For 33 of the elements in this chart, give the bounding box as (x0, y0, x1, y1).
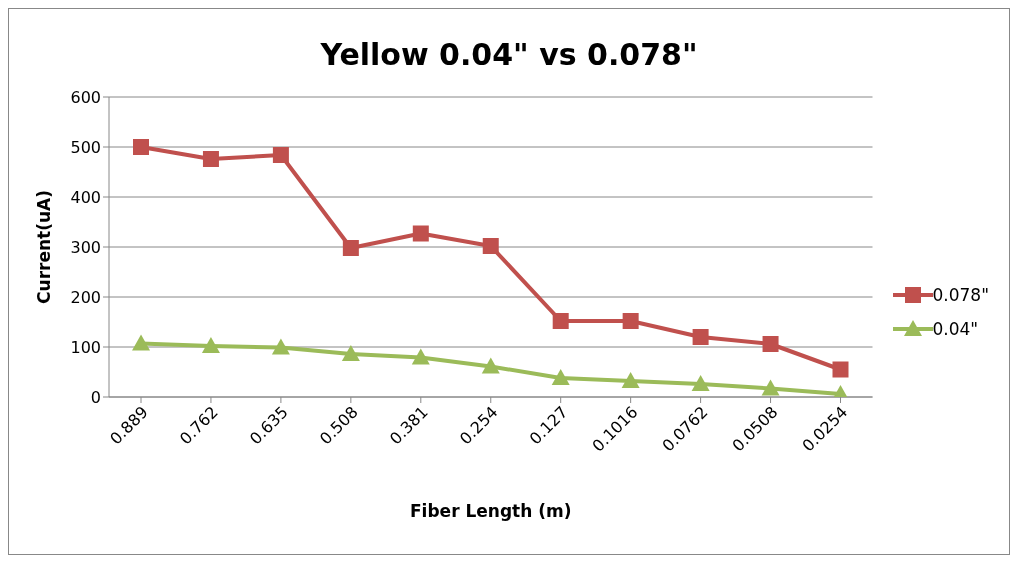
point (411, 348, 430, 365)
point (622, 313, 639, 329)
chart-title: Yellow 0.04" vs 0.078" (319, 37, 699, 74)
y-tick-label: 300 (70, 237, 101, 257)
y-tick-label: 500 (70, 137, 101, 157)
point (202, 151, 219, 167)
y-tick-label: 0 (90, 387, 101, 407)
y-tick-label: 100 (70, 337, 101, 357)
y-tick-label: 200 (70, 287, 101, 307)
point (481, 357, 500, 374)
point (692, 329, 709, 345)
point (133, 139, 149, 155)
point (412, 225, 429, 242)
point (832, 361, 849, 378)
legend-label: 0.078" (932, 285, 989, 305)
y-tick-label: 600 (70, 87, 101, 107)
point (552, 313, 569, 329)
point (761, 379, 780, 396)
point (271, 338, 290, 355)
point (482, 238, 499, 254)
point (621, 372, 640, 388)
legend-label: 0.04" (932, 319, 979, 339)
point (551, 369, 570, 385)
y-tick-label: 400 (70, 187, 101, 207)
point (762, 336, 779, 352)
point (342, 240, 359, 256)
x-axis-title: Fiber Length (m) (410, 501, 572, 521)
point (272, 147, 289, 163)
point (341, 345, 360, 361)
y-axis-title: Current(uA) (34, 190, 55, 304)
point (201, 337, 220, 353)
point (691, 375, 710, 391)
point (132, 334, 150, 351)
